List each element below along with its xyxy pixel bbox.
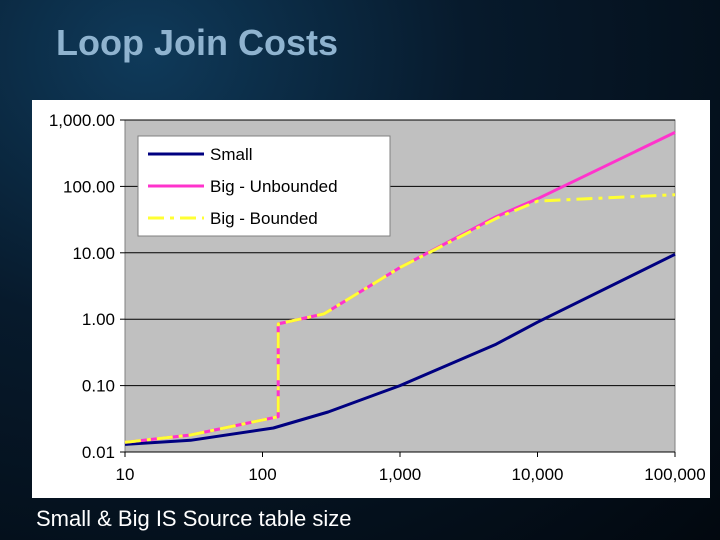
y-tick-label: 1.00: [82, 310, 115, 329]
series-line-2: [124, 193, 676, 444]
legend-label-0: Small: [210, 145, 253, 164]
slide-title: Loop Join Costs: [56, 22, 338, 63]
legend-label-1: Big - Unbounded: [210, 177, 338, 196]
x-tick-label: 10,000: [512, 465, 564, 484]
x-tick-label: 1,000: [379, 465, 422, 484]
x-tick-label: 100,000: [644, 465, 705, 484]
legend-label-2: Big - Bounded: [210, 209, 318, 228]
chart-panel: 1,000.00 100.00 10.00 1.00 0.10 0.01 10 100 1,00…: [32, 100, 710, 498]
y-tick-label: 10.00: [72, 244, 115, 263]
y-tick-label: 0.10: [82, 377, 115, 396]
y-tick-label: 0.01: [82, 443, 115, 462]
y-tick-label: 100.00: [63, 177, 115, 196]
x-tick-label: 100: [248, 465, 276, 484]
slide-caption: Small & Big IS Source table size: [36, 506, 352, 531]
series-line-0: [124, 252, 676, 446]
y-tick-label: 1,000.00: [49, 111, 115, 130]
x-tick-label: 10: [116, 465, 135, 484]
